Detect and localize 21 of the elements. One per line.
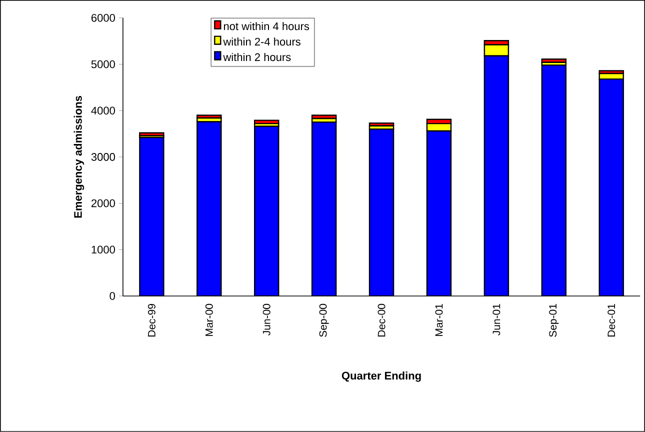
x-tick-label: Jun-01 — [492, 304, 500, 336]
x-tick-label: Dec-01 — [608, 304, 616, 337]
y-tick-label: 6000 — [92, 14, 115, 22]
x-tick-label: Dec-00 — [378, 304, 386, 337]
y-tick-label: 1000 — [92, 246, 115, 254]
x-tick-label: Dec-99 — [148, 304, 156, 337]
y-tick-label: 5000 — [91, 60, 115, 68]
x-tick-label: Jun-00 — [262, 304, 270, 336]
y-tick-label: 4000 — [91, 106, 115, 115]
legend-label: within 2-4 hours — [223, 38, 300, 46]
x-tick-label: Mar-01 — [435, 304, 443, 336]
x-tick-label: Sep-00 — [319, 304, 329, 337]
y-tick-label: 3000 — [91, 153, 115, 161]
x-tick-label: Sep-01 — [549, 304, 559, 337]
legend-label: not within 4 hours — [224, 22, 310, 30]
x-tick-label: Mar-00 — [205, 304, 213, 336]
x-axis-title: Quarter Ending — [342, 372, 421, 382]
y-tick-label: 0 — [110, 292, 115, 300]
legend-label: within 2 hours — [223, 53, 291, 62]
y-axis-title: Emergency admissions — [74, 96, 84, 218]
y-tick-label: 2000 — [91, 199, 115, 208]
